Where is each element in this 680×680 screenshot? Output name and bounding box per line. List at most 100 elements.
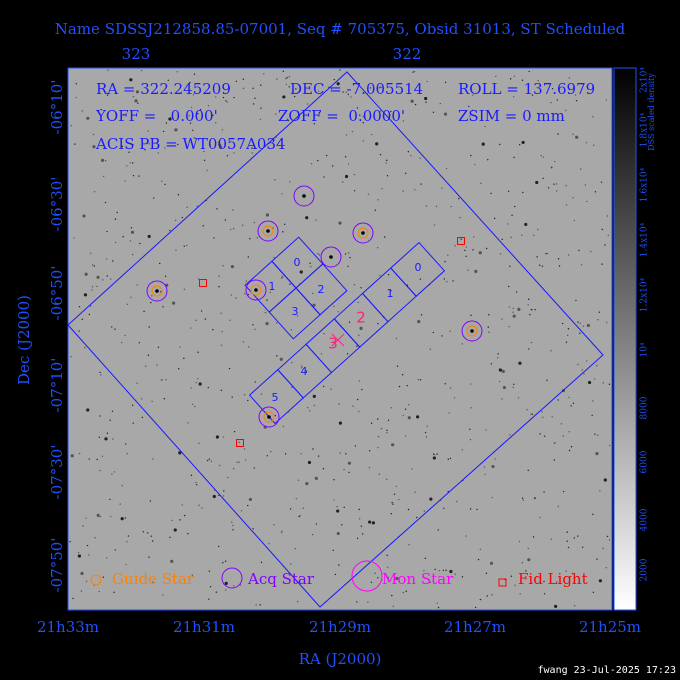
- sky-star: [411, 468, 413, 470]
- sky-star: [78, 452, 81, 455]
- sky-star: [208, 598, 210, 600]
- sky-star: [247, 399, 249, 402]
- sky-star: [461, 576, 464, 578]
- sky-star: [449, 457, 452, 460]
- sky-star: [70, 454, 74, 458]
- sky-star: [415, 415, 420, 419]
- sky-star: [541, 265, 544, 267]
- sky-star: [226, 155, 229, 157]
- sky-star: [89, 305, 92, 307]
- sky-star: [509, 434, 511, 436]
- sky-star: [206, 169, 208, 172]
- sky-star: [419, 379, 422, 381]
- sky-star: [151, 295, 153, 297]
- sky-star: [322, 385, 325, 388]
- sky-star: [213, 237, 215, 239]
- sky-star: [546, 379, 548, 382]
- sky-star: [556, 190, 558, 192]
- sky-star: [501, 318, 503, 320]
- sky-star: [413, 70, 416, 73]
- sky-star: [518, 143, 521, 146]
- sky-star: [233, 96, 235, 99]
- info-acis: ACIS PB = WT0057A034: [95, 135, 286, 153]
- sky-star: [299, 514, 301, 517]
- colorbar-tick-label: 1.4x10⁴: [640, 222, 650, 257]
- sky-star: [288, 76, 291, 78]
- sky-star: [284, 453, 287, 455]
- sky-star: [123, 113, 125, 116]
- sky-star: [556, 99, 558, 101]
- sky-star: [124, 334, 126, 337]
- sky-image: [68, 68, 612, 610]
- sky-star: [557, 133, 559, 135]
- sky-star: [220, 389, 223, 392]
- sky-star: [109, 498, 111, 501]
- sky-star: [521, 497, 524, 499]
- sky-star: [207, 386, 209, 389]
- sky-star: [170, 559, 174, 563]
- sky-star: [497, 353, 499, 355]
- sky-star: [141, 416, 144, 419]
- sky-star: [542, 416, 544, 419]
- sky-star: [80, 590, 83, 592]
- sky-star: [198, 442, 200, 444]
- sky-star: [333, 78, 335, 81]
- sky-star: [608, 539, 611, 541]
- sky-star: [168, 117, 172, 121]
- sky-star: [566, 334, 569, 337]
- sky-star: [224, 589, 227, 591]
- sky-star: [460, 238, 462, 240]
- sky-star: [591, 414, 593, 417]
- sky-star: [302, 507, 305, 509]
- sky-star: [585, 360, 588, 362]
- sky-star: [441, 187, 443, 189]
- sky-star: [567, 546, 570, 549]
- sky-star: [498, 380, 501, 383]
- sky-star: [99, 469, 101, 472]
- sky-star: [221, 129, 224, 131]
- sky-star: [353, 173, 356, 176]
- sky-star: [215, 435, 219, 439]
- sky-star: [445, 167, 448, 170]
- sky-star: [512, 314, 516, 318]
- sky-star: [161, 180, 163, 182]
- sky-star: [374, 572, 376, 574]
- sky-star: [562, 490, 565, 493]
- sky-star: [82, 214, 86, 218]
- sky-star: [223, 490, 225, 492]
- sky-star: [380, 86, 382, 88]
- sky-star: [571, 572, 574, 575]
- sky-star: [169, 536, 171, 539]
- sky-star: [233, 152, 235, 154]
- sky-star: [405, 590, 407, 593]
- sky-star: [224, 219, 227, 221]
- sky-star: [301, 367, 303, 369]
- sky-star: [322, 468, 325, 470]
- sky-star: [459, 216, 461, 219]
- acq-star: [320, 246, 342, 268]
- sky-star: [601, 228, 603, 231]
- sky-star: [102, 279, 104, 281]
- sky-star: [406, 384, 408, 387]
- sky-star: [259, 118, 262, 121]
- sky-star: [577, 321, 579, 323]
- sky-star: [474, 606, 477, 609]
- sky-star: [338, 221, 342, 225]
- sky-star: [289, 508, 292, 510]
- sky-star: [447, 458, 449, 460]
- sky-star: [370, 422, 373, 424]
- sky-star: [525, 570, 527, 572]
- sky-star: [78, 305, 81, 308]
- sky-star: [513, 156, 515, 159]
- sky-star: [608, 444, 611, 447]
- sky-star: [358, 508, 360, 511]
- sky-star: [167, 79, 169, 82]
- sky-star: [390, 512, 393, 515]
- guide-star: [151, 285, 163, 297]
- sky-star: [579, 322, 581, 324]
- sky-star: [98, 590, 100, 593]
- sky-star: [606, 535, 609, 538]
- sky-star: [192, 94, 195, 96]
- sky-star: [391, 501, 393, 504]
- sky-star: [543, 435, 546, 437]
